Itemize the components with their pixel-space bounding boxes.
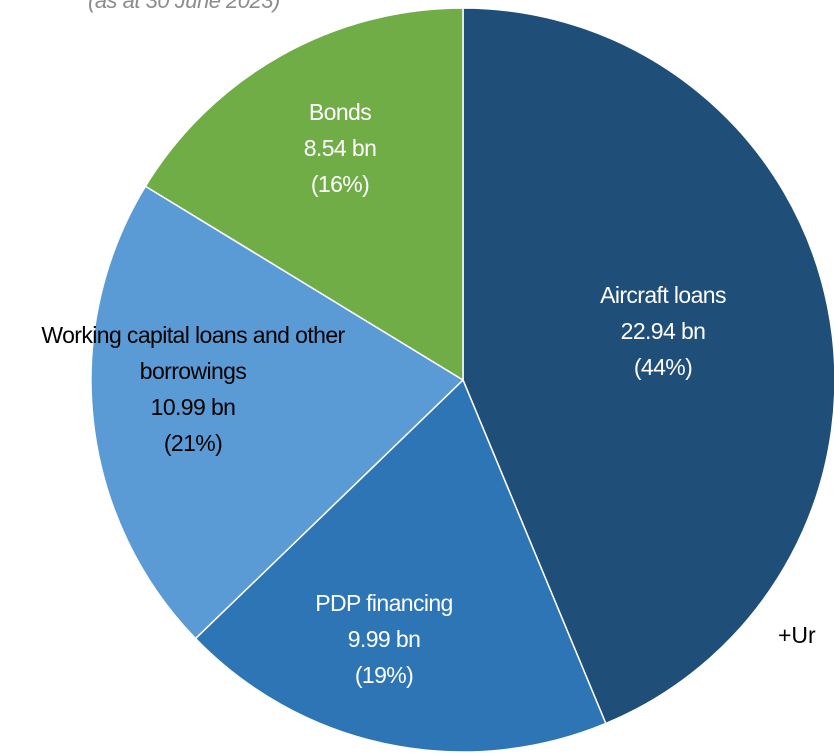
value-label: 9.99 bn	[347, 626, 421, 652]
category: PDP financing	[315, 590, 453, 616]
subtitle: (as at 30 June 2023)	[88, 0, 280, 13]
percent-label: (16%)	[310, 171, 370, 197]
category: Bonds	[308, 99, 372, 125]
value-label: 22.94 bn	[620, 318, 706, 344]
slice-label: Aircraft loans 22.94 bn (44%)	[533, 277, 793, 385]
category: Aircraft loans	[600, 282, 726, 308]
pie-slice	[90, 185, 465, 640]
value-label: 8.54 bn	[303, 135, 377, 161]
category: Working capital loans and other borrowin…	[41, 322, 345, 384]
value-label: 10.99 bn	[150, 394, 236, 420]
pie-slice	[194, 378, 607, 753]
annotation: +Ur	[778, 622, 816, 648]
percent-label: (21%)	[163, 430, 223, 456]
slice-label: PDP financing 9.99 bn (19%)	[254, 585, 514, 693]
slice-label: Working capital loans and other borrowin…	[18, 317, 368, 461]
percent-label: (44%)	[633, 354, 693, 380]
pie-slice	[462, 7, 834, 725]
slice-label: Bonds 8.54 bn (16%)	[240, 94, 440, 202]
pie-slice	[144, 7, 464, 382]
percent-label: (19%)	[354, 662, 414, 688]
